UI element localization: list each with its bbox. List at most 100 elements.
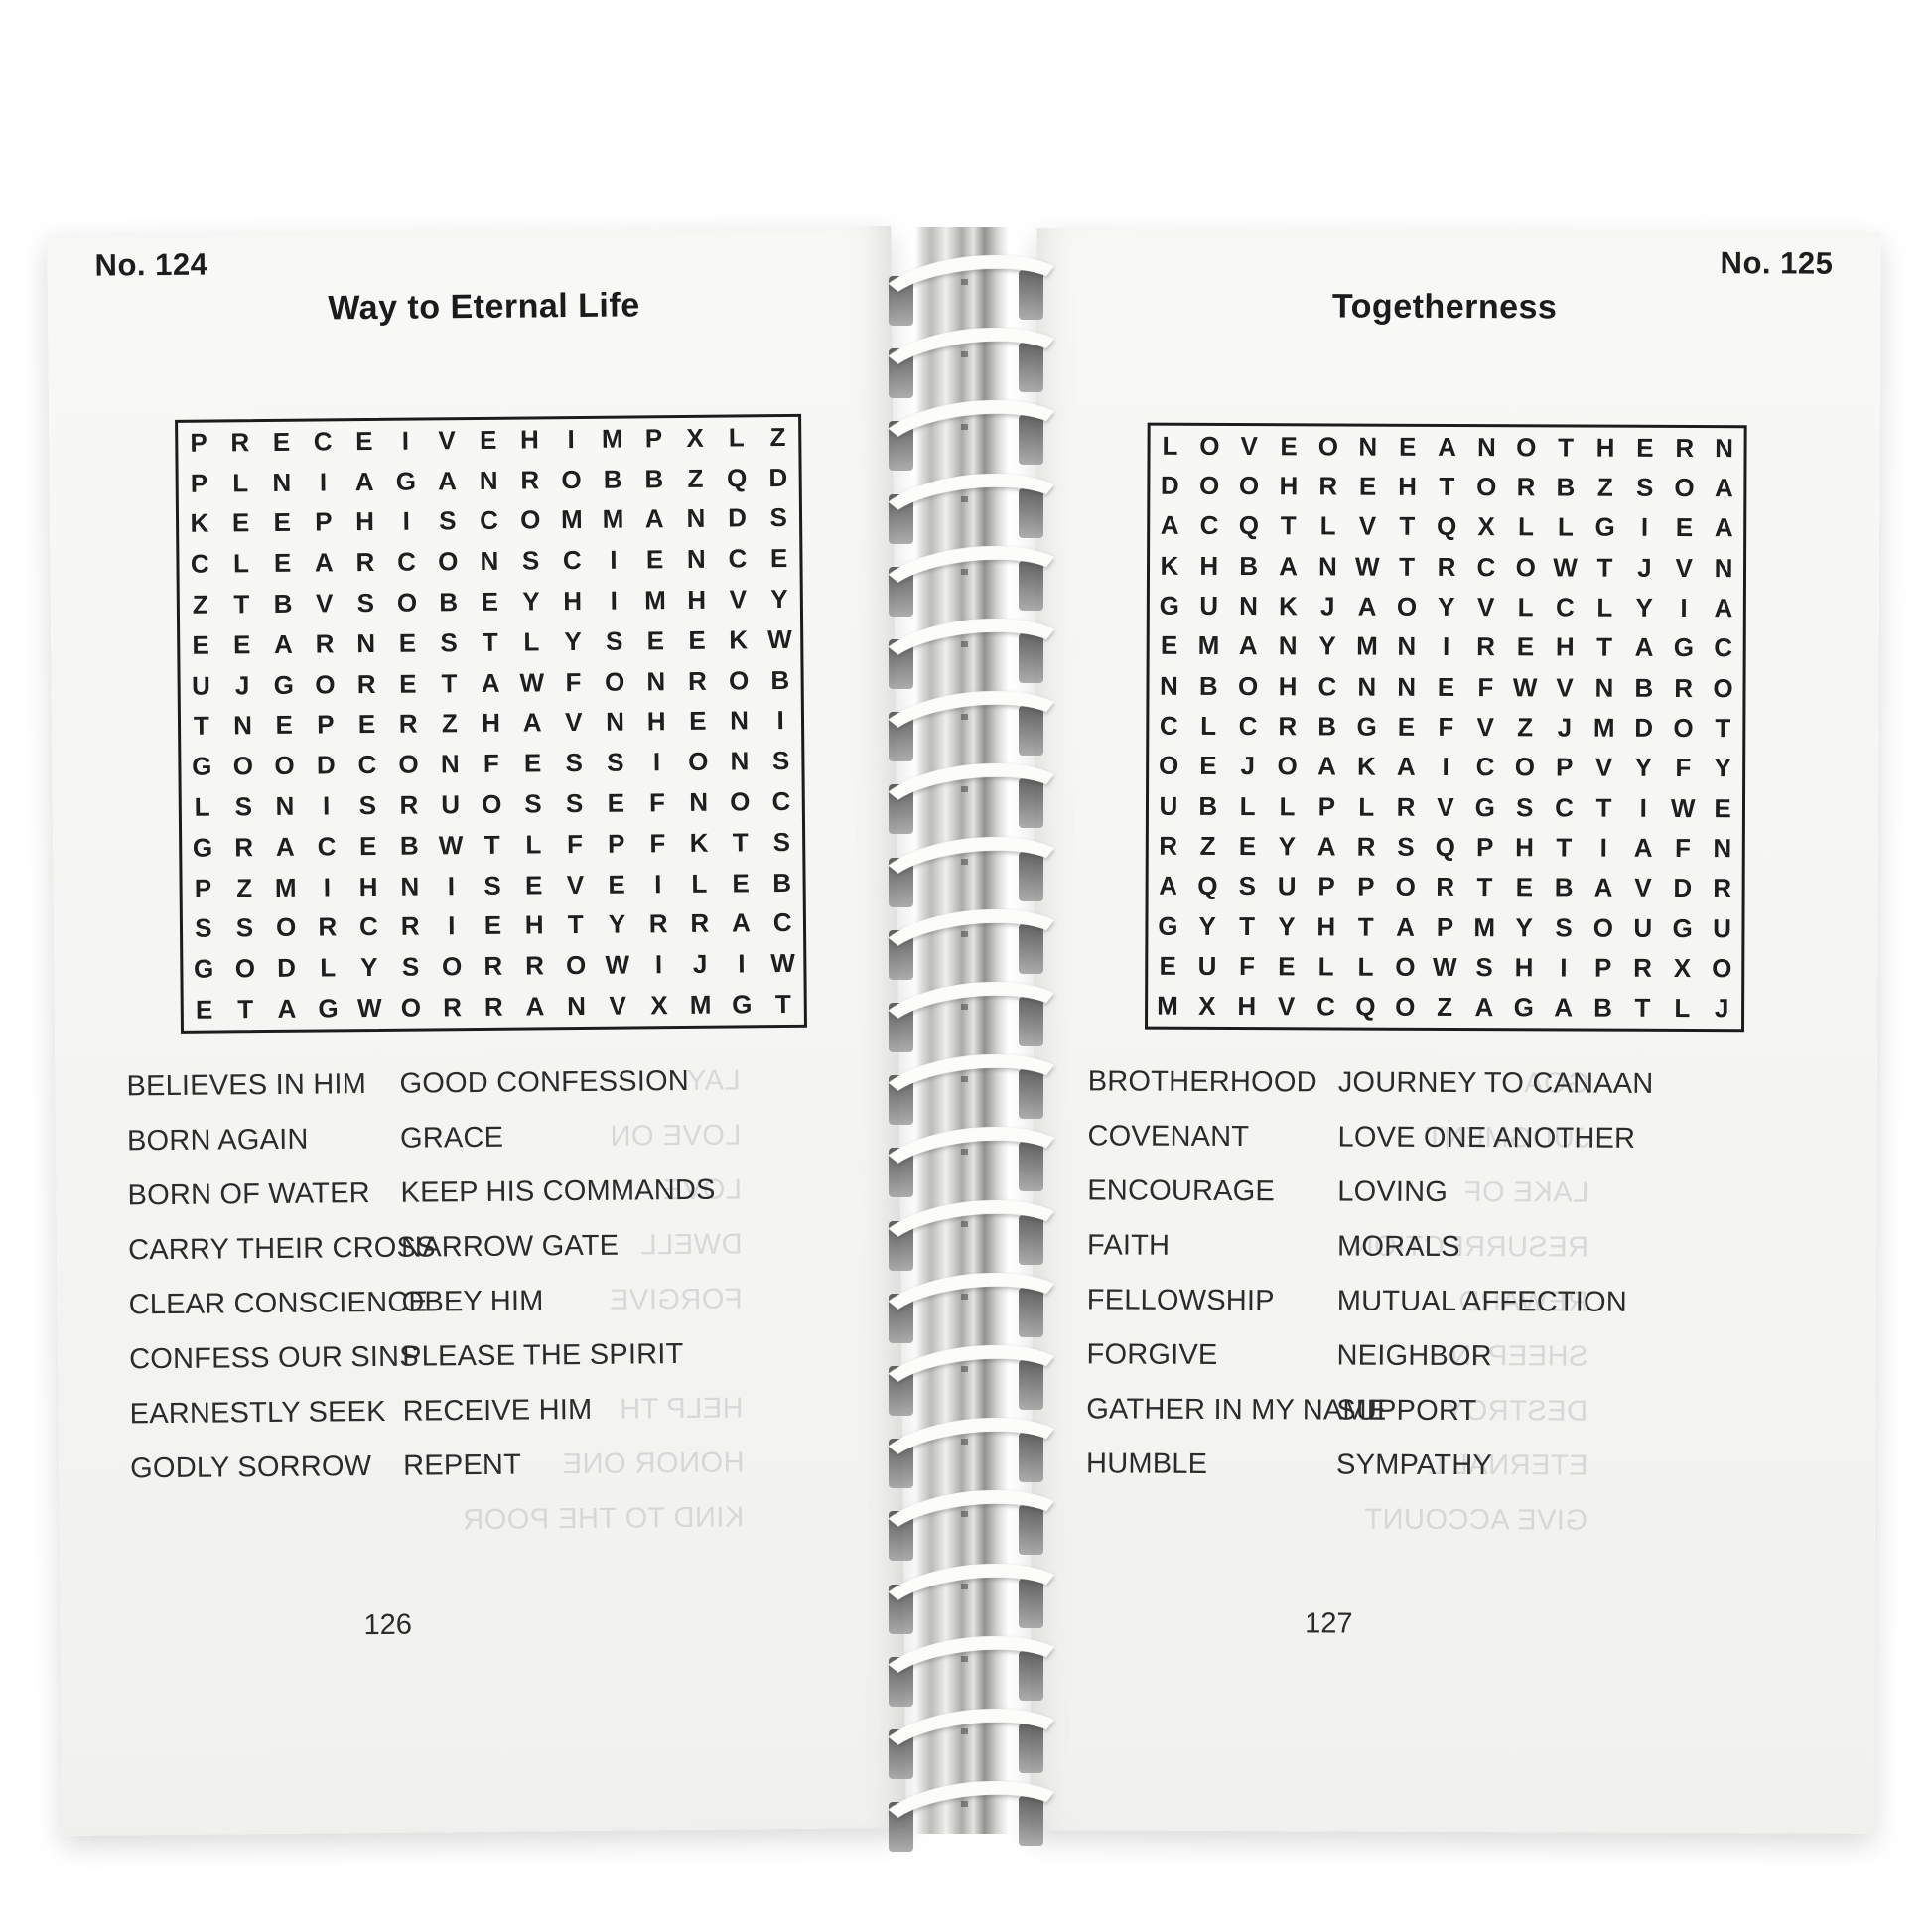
grid-letter: A: [1396, 752, 1416, 782]
grid-letter: R: [399, 789, 419, 820]
grid-letter: S: [772, 826, 791, 858]
binding-hole-right: [1019, 1069, 1043, 1120]
left-word-list-column-1: BELIEVES IN HIM BORN AGAIN BORN OF WATER CA…: [126, 1056, 438, 1496]
grid-letter: S: [356, 588, 375, 619]
grid-letter: N: [1357, 671, 1377, 702]
grid-letter: R: [690, 908, 710, 939]
grid-letter: B: [1634, 672, 1654, 703]
grid-letter: E: [398, 627, 417, 658]
grid-letter: F: [566, 828, 584, 860]
grid-letter: T: [1399, 511, 1416, 542]
grid-letter: I: [447, 870, 456, 900]
grid-letter: V: [1437, 791, 1454, 822]
binding-hole-right: [1019, 1796, 1043, 1847]
grid-letter: N: [1476, 431, 1496, 462]
grid-letter: R: [1159, 830, 1178, 861]
word-list-item: LOVING: [1337, 1175, 1449, 1208]
grid-letter: O: [1592, 912, 1614, 943]
grid-letter: U: [441, 789, 461, 820]
grid-letter: L: [232, 548, 250, 579]
grid-letter: R: [1356, 831, 1376, 862]
grid-letter: P: [1317, 791, 1336, 822]
word-list-item: BORN AGAIN: [126, 1123, 309, 1158]
grid-letter: A: [1714, 473, 1733, 503]
grid-letter: E: [272, 426, 291, 457]
grid-letter: A: [1238, 630, 1258, 661]
grid-letter: Y: [1278, 910, 1296, 941]
grid-letter: A: [644, 503, 664, 534]
grid-letter: L: [523, 626, 540, 657]
grid-letter: C: [1316, 991, 1335, 1022]
grid-letter: T: [1280, 510, 1297, 541]
grid-letter: R: [443, 992, 463, 1023]
grid-letter: L: [728, 422, 745, 453]
grid-letter: E: [479, 424, 497, 455]
grid-letter: O: [398, 749, 419, 780]
word-list-item: GOOD CONFESSION: [399, 1064, 690, 1100]
grid-letter: R: [648, 908, 668, 939]
grid-letter: W: [1670, 792, 1696, 823]
word-list-item: CLEAR CONSCIENCE: [128, 1286, 429, 1321]
grid-letter: O: [1395, 992, 1416, 1023]
grid-letter: L: [232, 467, 249, 498]
grid-letter: A: [525, 991, 545, 1022]
grid-letter: L: [1517, 592, 1534, 622]
grid-letter: A: [731, 907, 751, 939]
grid-letter: S: [234, 791, 253, 822]
grid-letter: N: [275, 790, 295, 822]
grid-letter: N: [1397, 671, 1417, 702]
grid-letter: J: [692, 949, 708, 980]
grid-letter: E: [769, 543, 788, 574]
grid-letter: S: [440, 627, 458, 658]
grid-letter: G: [192, 832, 213, 863]
grid-letter: Q: [1435, 831, 1455, 862]
grid-letter: X: [1198, 991, 1216, 1022]
grid-letter: L: [1319, 510, 1336, 541]
grid-letter: T: [1399, 551, 1416, 582]
grid-letter: M: [1157, 990, 1178, 1022]
grid-letter: Y: [564, 625, 582, 657]
grid-letter: R: [318, 911, 338, 943]
grid-letter: Y: [1714, 753, 1731, 783]
grid-letter: Y: [1278, 831, 1297, 862]
grid-letter: A: [1317, 751, 1337, 781]
grid-letter: Q: [1355, 991, 1376, 1022]
grid-letter: E: [1636, 432, 1654, 463]
binding-hole-left: [889, 1439, 913, 1489]
grid-letter: E: [523, 748, 542, 778]
grid-letter: H: [646, 706, 666, 737]
grid-letter: O: [1199, 430, 1220, 461]
grid-letter: C: [771, 786, 791, 817]
grid-letter: J: [1557, 712, 1573, 743]
grid-letter: A: [1593, 872, 1613, 903]
grid-letter: S: [1397, 831, 1415, 862]
right-puzzle-number: No. 125: [1720, 245, 1834, 281]
grid-letter: I: [610, 544, 618, 575]
grid-letter: O: [275, 912, 297, 943]
grid-letter: S: [358, 790, 377, 821]
grid-letter: O: [1514, 752, 1536, 782]
grid-letter: F: [565, 666, 582, 697]
grid-letter: K: [1356, 751, 1376, 781]
left-puzzle-title: Way to Eternal Life: [328, 286, 640, 328]
grid-letter: N: [479, 465, 498, 495]
grid-letter: E: [1238, 831, 1257, 862]
grid-letter: A: [1159, 871, 1178, 901]
grid-letter: N: [1397, 631, 1417, 662]
grid-letter: E: [1437, 671, 1455, 702]
grid-letter: I: [1560, 952, 1568, 983]
grid-letter: R: [400, 911, 420, 942]
grid-letter: N: [646, 665, 666, 697]
grid-letter: U: [191, 670, 211, 701]
grid-letter: O: [1238, 471, 1260, 501]
grid-letter: O: [1277, 751, 1298, 781]
grid-letter: O: [1674, 472, 1695, 503]
grid-letter: L: [1596, 592, 1613, 622]
grid-letter: G: [273, 669, 295, 700]
grid-letter: Z: [1199, 830, 1216, 861]
grid-letter: K: [190, 508, 209, 539]
grid-letter: L: [1239, 790, 1256, 821]
grid-letter: T: [441, 667, 458, 699]
grid-letter: B: [772, 867, 792, 897]
